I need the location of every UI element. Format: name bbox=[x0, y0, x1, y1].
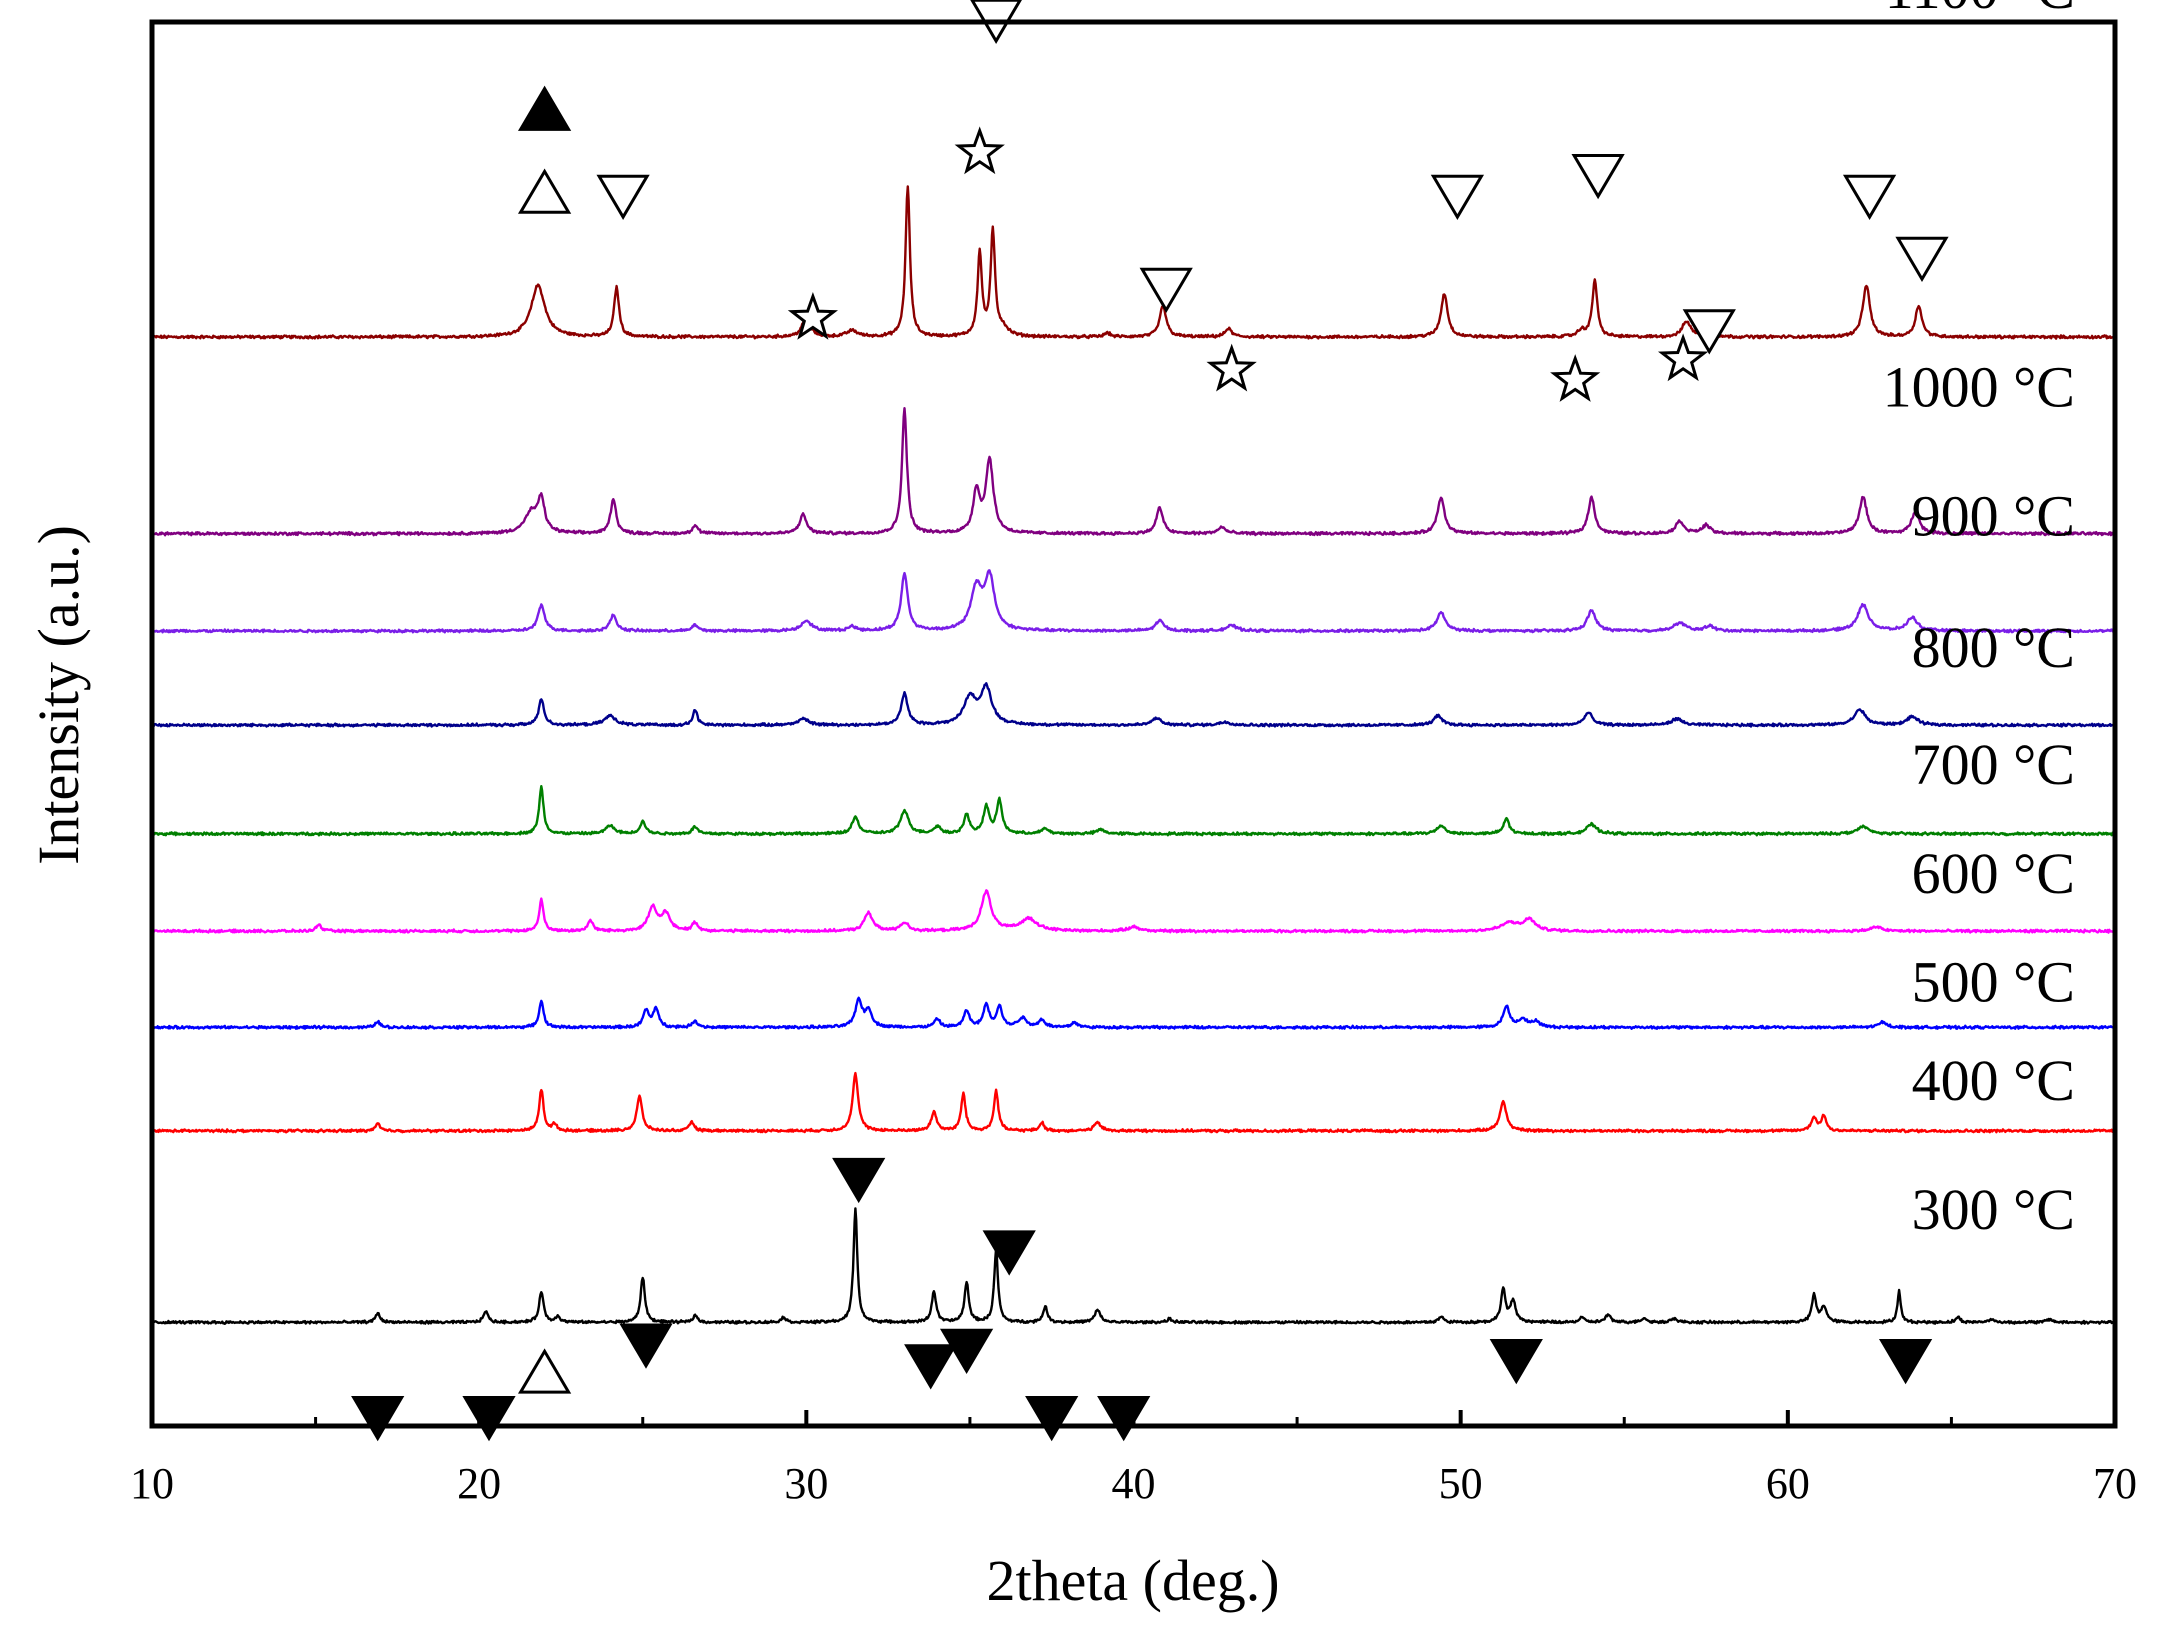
marker-triangle-down-white-13 bbox=[1682, 309, 1736, 355]
series-label-6: 500 °C bbox=[1912, 950, 2075, 1015]
x-tick-label-40: 40 bbox=[1112, 1459, 1156, 1508]
series-label-layer: 1100 °C 1000 °C 900 °C 800 °C 700 °C 600 °C 50… bbox=[1883, 0, 2075, 1242]
x-tick-label-70: 70 bbox=[2093, 1459, 2137, 1508]
marker-star-white-3 bbox=[787, 291, 839, 340]
marker-triangle-down-white-15 bbox=[1895, 236, 1949, 283]
series-label-8: 300 °C bbox=[1912, 1177, 2075, 1242]
marker-triangle-up-white-18 bbox=[517, 1348, 572, 1394]
marker-triangle-down-white-7 bbox=[1139, 267, 1193, 314]
marker-layer bbox=[351, 0, 1949, 1442]
series-label-2: 900 °C bbox=[1912, 484, 2075, 549]
marker-triangle-down-black-24 bbox=[1025, 1396, 1079, 1442]
marker-triangle-down-white-2 bbox=[596, 174, 650, 220]
marker-star-white-12 bbox=[1657, 333, 1709, 382]
series-label-1: 1000 °C bbox=[1883, 354, 2075, 419]
series-line-4 bbox=[152, 785, 2115, 837]
series-label-3: 800 °C bbox=[1912, 615, 2075, 680]
x-tick-label-20: 20 bbox=[457, 1459, 501, 1508]
series-label-4: 700 °C bbox=[1912, 732, 2075, 797]
series-line-2 bbox=[153, 569, 2115, 634]
marker-triangle-down-black-26 bbox=[1489, 1339, 1543, 1385]
series-label-0: 1100 °C bbox=[1885, 0, 2075, 21]
marker-star-white-8 bbox=[1206, 343, 1257, 392]
series-line-3 bbox=[152, 682, 2115, 728]
marker-triangle-down-black-16 bbox=[351, 1396, 405, 1442]
marker-triangle-down-black-21 bbox=[904, 1344, 958, 1390]
marker-triangle-down-black-22 bbox=[939, 1328, 994, 1374]
marker-triangle-down-black-23 bbox=[982, 1230, 1036, 1276]
series-line-7 bbox=[152, 1071, 2115, 1134]
marker-triangle-down-white-9 bbox=[1430, 174, 1485, 220]
series-line-6 bbox=[152, 996, 2115, 1031]
x-tick-label-30: 30 bbox=[784, 1459, 828, 1508]
marker-triangle-down-white-14 bbox=[1842, 174, 1897, 220]
x-axis-title: 2theta (deg.) bbox=[986, 1548, 1279, 1613]
series-label-5: 600 °C bbox=[1912, 841, 2075, 906]
series-label-7: 400 °C bbox=[1912, 1048, 2075, 1113]
marker-triangle-down-black-20 bbox=[832, 1157, 886, 1204]
x-axis-ticks: 10 20 30 40 50 60 70 bbox=[130, 1410, 2137, 1508]
marker-triangle-down-black-17 bbox=[462, 1396, 516, 1442]
marker-star-white-5 bbox=[954, 126, 1005, 175]
series-line-0 bbox=[152, 185, 2115, 340]
marker-star-white-10 bbox=[1550, 354, 1601, 402]
marker-triangle-down-black-19 bbox=[619, 1323, 673, 1369]
series-line-8 bbox=[152, 1207, 2115, 1326]
series-line-5 bbox=[152, 889, 2115, 934]
marker-triangle-down-black-25 bbox=[1097, 1396, 1151, 1442]
marker-triangle-down-white-11 bbox=[1571, 154, 1625, 200]
marker-triangle-down-black-27 bbox=[1878, 1339, 1933, 1385]
x-tick-label-10: 10 bbox=[130, 1459, 174, 1508]
series-line-1 bbox=[152, 407, 2115, 537]
series-layer bbox=[152, 185, 2115, 1326]
marker-triangle-up-white-1 bbox=[517, 168, 572, 214]
marker-triangle-up-black-0 bbox=[517, 85, 572, 131]
x-tick-label-60: 60 bbox=[1766, 1459, 1810, 1508]
y-axis-title: Intensity (a.u.) bbox=[26, 525, 91, 865]
x-tick-label-50: 50 bbox=[1439, 1459, 1483, 1508]
